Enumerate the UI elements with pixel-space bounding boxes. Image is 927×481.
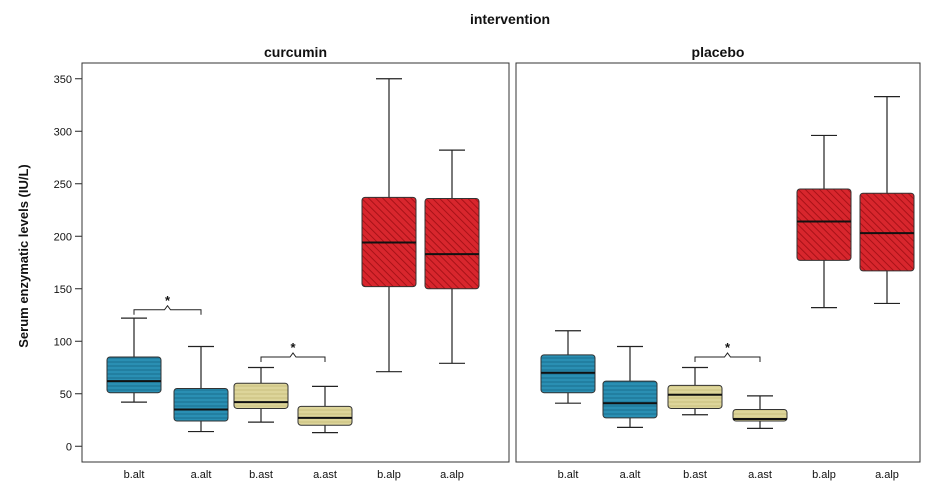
x-tick-label: a.alt (620, 469, 641, 481)
x-tick-label: a.alp (875, 469, 899, 481)
x-tick-label: b.alp (812, 469, 836, 481)
panel-curcumin: curcumin b.alt a.alt b.ast a.ast b.alp a.alp * * (81, 44, 510, 481)
y-axis-label: Serum enzymatic levels (IU/L) (16, 164, 31, 348)
box-b.alt (106, 317, 162, 403)
panel-title: curcumin (264, 44, 327, 60)
x-tick-label: a.alt (191, 469, 212, 481)
x-tick-label: b.alt (124, 469, 145, 481)
box-a.alt (173, 345, 229, 433)
y-tick-label: 300 (54, 126, 72, 138)
x-tick-label: a.ast (748, 469, 772, 481)
panel-frame (515, 62, 921, 463)
box-a.alp (859, 95, 915, 305)
x-tick-label: a.alp (440, 469, 464, 481)
iqr-box (602, 380, 658, 419)
y-tick-label: 50 (60, 389, 72, 401)
box-b.alp (361, 78, 417, 373)
x-tick-label: b.alt (558, 469, 579, 481)
significance-bracket: * (260, 340, 326, 362)
box-b.alp (796, 134, 852, 309)
significance-bracket: * (694, 340, 761, 362)
box-a.ast (297, 385, 353, 434)
panel-title: placebo (692, 44, 745, 60)
iqr-box (297, 405, 353, 426)
panels: curcumin b.alt a.alt b.ast a.ast b.alp a.alp * *… (81, 44, 921, 481)
panel-placebo: placebo b.alt a.alt b.ast a.ast b.alp a.alp * (515, 44, 921, 481)
iqr-box (540, 354, 596, 394)
iqr-box (424, 197, 480, 290)
box-b.alt (540, 330, 596, 404)
bracket-line (694, 352, 761, 362)
y-tick-label: 0 (66, 441, 72, 453)
x-tick-label: a.ast (313, 469, 337, 481)
box-b.ast (667, 366, 723, 416)
y-axis: 0 50 100 150 200 250 300 350 (54, 74, 82, 453)
x-tick-label: b.ast (249, 469, 273, 481)
box-a.alp (424, 149, 480, 364)
x-tick-label: b.alp (377, 469, 401, 481)
chart-title: intervention (470, 11, 550, 27)
significance-star: * (725, 340, 731, 355)
significance-star: * (290, 340, 296, 355)
box-a.alt (602, 345, 658, 428)
y-tick-label: 200 (54, 231, 72, 243)
iqr-box (859, 192, 915, 272)
iqr-box (106, 356, 162, 394)
box-a.ast (732, 395, 788, 429)
y-tick-label: 350 (54, 74, 72, 86)
panel-frame (81, 62, 510, 463)
bracket-line (133, 304, 202, 315)
iqr-box (173, 388, 229, 422)
y-tick-label: 250 (54, 179, 72, 191)
box-b.ast (233, 366, 289, 423)
x-tick-label: b.ast (683, 469, 707, 481)
iqr-box (667, 384, 723, 409)
bracket-line (260, 352, 326, 362)
iqr-box (233, 382, 289, 409)
y-tick-label: 150 (54, 284, 72, 296)
y-tick-label: 100 (54, 336, 72, 348)
significance-star: * (165, 293, 171, 308)
iqr-box (796, 188, 852, 261)
significance-bracket: * (133, 293, 202, 315)
